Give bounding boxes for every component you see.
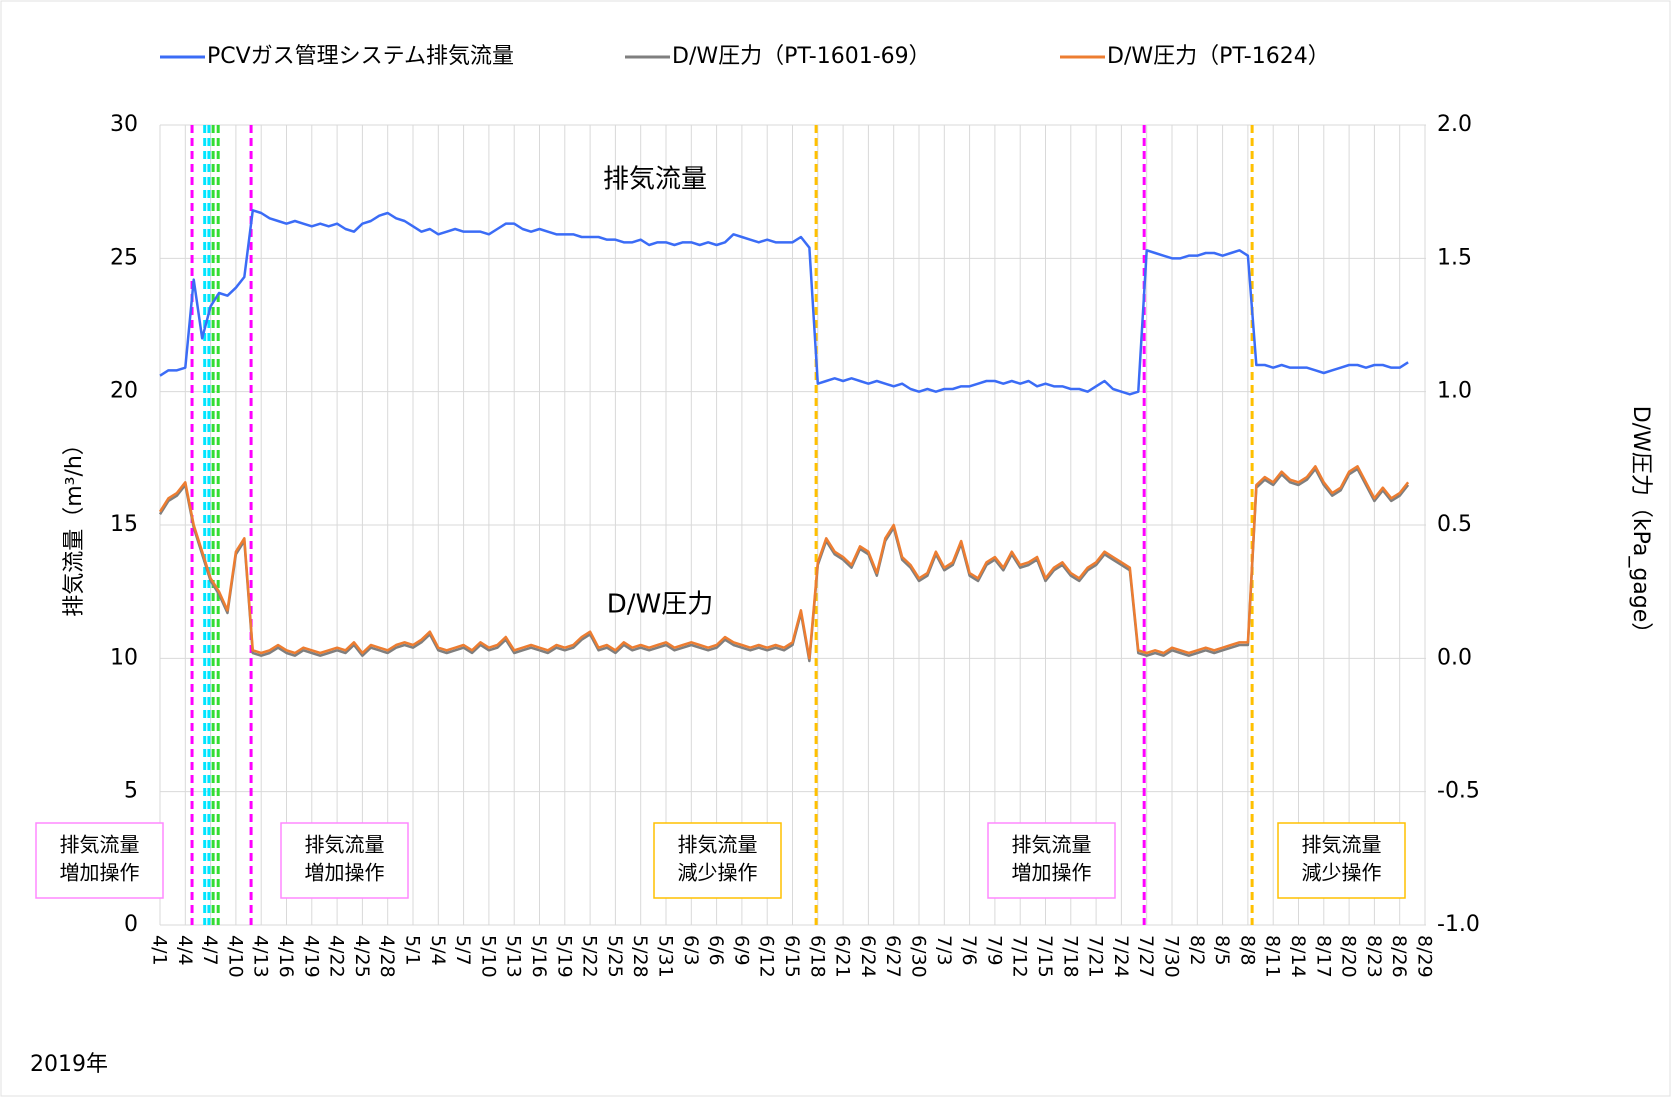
x-tick-label: 8/14 <box>1287 935 1309 978</box>
y-tick-label: 25 <box>110 245 138 270</box>
x-tick-label: 5/4 <box>427 935 449 966</box>
annotation-box <box>280 822 409 899</box>
y2-axis-label: D/W圧力（kPa_gage） <box>1628 406 1653 645</box>
x-tick-label: 7/18 <box>1059 935 1081 978</box>
x-tick-label: 4/25 <box>351 935 373 978</box>
y-tick-label: 20 <box>110 379 138 404</box>
series-label: 排気流量 <box>603 165 707 195</box>
y-axis-label: 排気流量（m³/h） <box>62 433 87 617</box>
annotation-text: 排気流量 <box>60 833 140 857</box>
annotation-text: 減少操作 <box>1302 861 1382 885</box>
x-tick-label: 5/28 <box>629 935 651 978</box>
x-tick-label: 6/24 <box>857 935 879 978</box>
annotation-box <box>653 822 782 899</box>
series-line <box>158 465 1410 660</box>
x-tick-label: 8/17 <box>1312 935 1334 978</box>
annotation-text: 減少操作 <box>678 861 758 885</box>
x-tick-label: 6/3 <box>680 935 702 966</box>
x-tick-label: 5/16 <box>528 935 550 978</box>
y2-tick-label: 1.0 <box>1437 379 1472 404</box>
y-tick-label: 0 <box>124 912 138 937</box>
annotation-text: 排気流量 <box>305 833 385 857</box>
x-tick-label: 5/19 <box>553 935 575 978</box>
series-label: D/W圧力 <box>607 590 714 620</box>
x-tick-label: 4/13 <box>250 935 272 978</box>
legend-label: D/W圧力（PT-1601-69） <box>672 44 931 69</box>
series-line <box>158 467 1410 663</box>
x-tick-label: 8/23 <box>1363 935 1385 978</box>
x-tick-label: 8/8 <box>1236 935 1258 966</box>
annotation-text: 増加操作 <box>1012 861 1092 885</box>
year-label: 2019年 <box>30 1052 108 1077</box>
x-tick-label: 7/15 <box>1034 935 1056 978</box>
x-tick-label: 7/12 <box>1009 935 1031 978</box>
y-tick-label: 15 <box>110 512 138 537</box>
x-tick-label: 6/30 <box>908 935 930 978</box>
x-tick-label: 4/19 <box>300 935 322 978</box>
x-tick-label: 7/30 <box>1161 935 1183 978</box>
annotation-text: 増加操作 <box>305 861 385 885</box>
x-tick-label: 8/29 <box>1414 935 1436 978</box>
x-tick-label: 7/27 <box>1135 935 1157 978</box>
y2-tick-label: 1.5 <box>1437 245 1472 270</box>
x-tick-label: 8/2 <box>1186 935 1208 966</box>
x-tick-label: 8/20 <box>1338 935 1360 978</box>
legend-label: D/W圧力（PT-1624） <box>1107 44 1330 69</box>
x-tick-label: 5/10 <box>477 935 499 978</box>
x-tick-label: 5/7 <box>452 935 474 966</box>
x-tick-label: 5/13 <box>503 935 525 978</box>
annotation-text: 排気流量 <box>1012 833 1092 857</box>
y2-tick-label: -0.5 <box>1437 779 1480 804</box>
x-tick-label: 4/7 <box>199 935 221 966</box>
x-tick-label: 8/26 <box>1388 935 1410 978</box>
y2-tick-label: -1.0 <box>1437 912 1480 937</box>
legend-label: PCVガス管理システム排気流量 <box>207 44 514 69</box>
x-tick-label: 7/21 <box>1085 935 1107 978</box>
annotation-text: 排気流量 <box>1302 833 1382 857</box>
x-tick-label: 6/18 <box>806 935 828 978</box>
y2-tick-label: 0.5 <box>1437 512 1472 537</box>
x-tick-label: 8/11 <box>1262 935 1284 978</box>
x-tick-label: 4/1 <box>149 935 171 966</box>
annotation-box <box>35 822 164 899</box>
annotation-text: 増加操作 <box>60 861 140 885</box>
annotation-box <box>1277 822 1406 899</box>
x-tick-label: 7/24 <box>1110 935 1132 978</box>
x-tick-label: 5/25 <box>604 935 626 978</box>
x-tick-label: 6/9 <box>730 935 752 966</box>
x-tick-label: 7/9 <box>983 935 1005 966</box>
x-tick-label: 8/5 <box>1211 935 1233 966</box>
series-line <box>159 209 1409 396</box>
x-tick-label: 4/28 <box>376 935 398 978</box>
y-tick-label: 10 <box>110 645 138 670</box>
x-tick-label: 4/16 <box>275 935 297 978</box>
x-tick-label: 5/22 <box>579 935 601 978</box>
annotation-box <box>987 822 1116 899</box>
x-tick-label: 6/6 <box>705 935 727 966</box>
x-tick-label: 6/12 <box>756 935 778 978</box>
x-tick-label: 4/22 <box>326 935 348 978</box>
x-tick-label: 6/15 <box>781 935 803 978</box>
annotation-text: 排気流量 <box>678 833 758 857</box>
y2-tick-label: 2.0 <box>1437 112 1472 137</box>
x-tick-label: 4/4 <box>174 935 196 966</box>
x-tick-label: 7/6 <box>958 935 980 966</box>
x-tick-label: 4/10 <box>224 935 246 978</box>
y2-tick-label: 0.0 <box>1437 645 1472 670</box>
x-tick-label: 6/21 <box>832 935 854 978</box>
y-tick-label: 30 <box>110 112 138 137</box>
x-tick-label: 6/27 <box>882 935 904 978</box>
y-tick-label: 5 <box>124 779 138 804</box>
x-tick-label: 5/31 <box>655 935 677 978</box>
x-tick-label: 5/1 <box>402 935 424 966</box>
x-tick-label: 7/3 <box>933 935 955 966</box>
